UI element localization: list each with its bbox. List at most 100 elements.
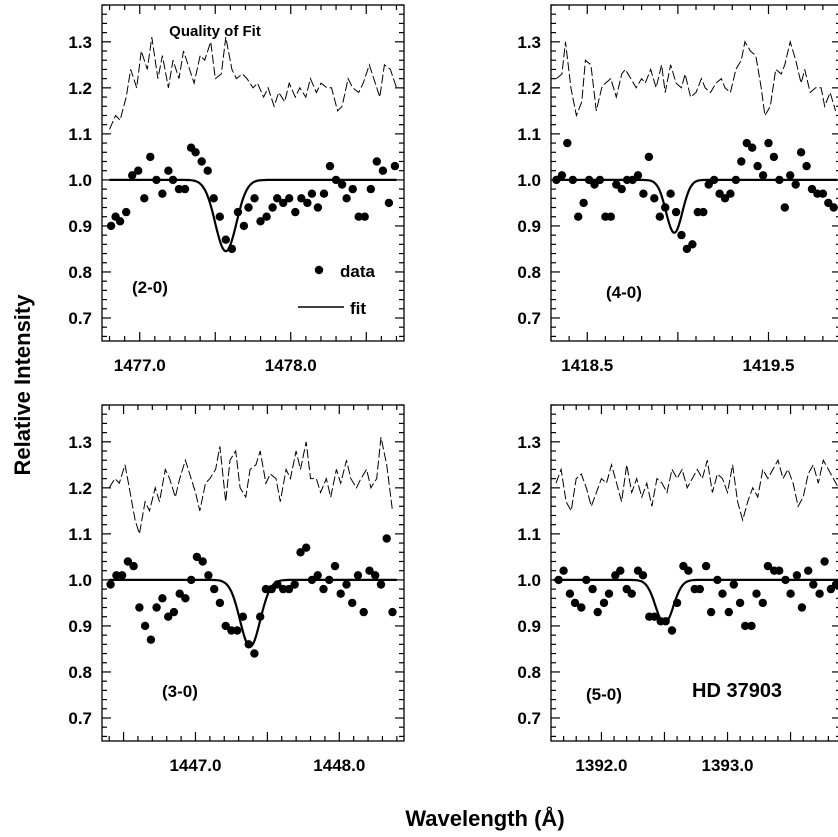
- data-point: [181, 594, 190, 603]
- data-point: [140, 621, 150, 631]
- data-point: [775, 566, 784, 575]
- data-point: [198, 557, 207, 566]
- data-point: [802, 161, 811, 171]
- data-point: [684, 566, 693, 575]
- data-point: [695, 584, 704, 594]
- data-point: [677, 230, 686, 240]
- data-point: [354, 212, 363, 221]
- data-point: [134, 166, 143, 175]
- data-point: [568, 175, 577, 185]
- plot-frame: [550, 404, 838, 742]
- data-point: [192, 552, 202, 562]
- data-point: [106, 221, 116, 231]
- data-point: [593, 607, 602, 617]
- data-point: [792, 571, 802, 580]
- data-point: [244, 203, 253, 212]
- data-point: [342, 580, 351, 589]
- data-point: [763, 561, 773, 571]
- data-point: [574, 212, 583, 221]
- data-point: [775, 175, 784, 185]
- data-point: [554, 575, 563, 585]
- data-point: [718, 589, 727, 598]
- data-point: [250, 194, 259, 203]
- quality-of-fit-line: [556, 39, 837, 118]
- data-point: [238, 612, 248, 621]
- x-axis-title: Wavelength (Å): [405, 805, 564, 831]
- data-point: [786, 171, 795, 180]
- panel-title: Quality of Fit: [169, 23, 261, 40]
- data-point: [233, 626, 242, 635]
- data-point: [650, 194, 659, 203]
- data-point: [724, 607, 733, 617]
- data-point: [577, 603, 586, 612]
- data-point: [388, 607, 397, 617]
- data-point: [791, 180, 800, 189]
- data-point: [809, 580, 818, 589]
- x-tick-label: 1419.5: [743, 356, 795, 375]
- data-point: [348, 598, 357, 608]
- data-point: [210, 584, 219, 594]
- x-tick-label: 1418.5: [561, 356, 613, 375]
- data-point: [604, 589, 614, 598]
- chart-panel-4: 0.7 0.8 0.9 1.0 1.1 1.2 1.3 1392.0 1393.0 (5-0) HD…: [517, 404, 838, 775]
- fit-line: [109, 578, 397, 648]
- y-tick-label: 1.0: [517, 571, 541, 590]
- x-tick-label: 1447.0: [169, 756, 221, 775]
- data-point: [215, 212, 224, 221]
- y-tick-label: 0.9: [517, 217, 541, 236]
- x-tick-label: 1393.0: [702, 756, 754, 775]
- data-point: [128, 171, 137, 180]
- star-annotation: HD 37903: [692, 680, 782, 702]
- y-tick-label: 0.7: [517, 709, 541, 728]
- y-tick-label: 1.2: [68, 79, 92, 98]
- data-point: [325, 575, 334, 585]
- data-point: [753, 161, 762, 171]
- data-point: [376, 580, 386, 589]
- data-point: [122, 207, 131, 217]
- legend: data fit: [298, 262, 376, 318]
- data-point: [713, 575, 722, 585]
- data-point: [599, 598, 609, 608]
- data-point: [227, 626, 236, 635]
- data-point: [261, 584, 271, 594]
- panel-label: (4-0): [606, 283, 642, 302]
- chart-panel-1: 0.7 0.8 0.9 1.0 1.1 1.2 1.3 1477.0 1478.0 (2-0) Qu…: [68, 4, 405, 375]
- x-tick-label: 1477.0: [114, 356, 166, 375]
- y-tick-label: 1.3: [68, 33, 92, 52]
- data-point: [570, 598, 580, 608]
- data-point: [365, 566, 374, 575]
- data-point: [256, 217, 265, 226]
- data-point: [291, 207, 300, 217]
- data-point: [313, 571, 322, 580]
- data-point: [204, 571, 213, 580]
- data-point: [638, 571, 648, 580]
- legend-label: fit: [350, 299, 366, 318]
- data-point: [748, 143, 757, 152]
- data-point: [829, 203, 838, 212]
- data-point: [284, 584, 294, 594]
- panel-label: (3-0): [162, 682, 198, 701]
- data-point: [682, 244, 692, 254]
- data-point: [336, 589, 345, 598]
- data-point: [701, 561, 711, 571]
- data-point: [342, 194, 351, 203]
- data-point: [382, 534, 391, 543]
- data-point: [348, 184, 357, 194]
- data-point: [180, 184, 190, 194]
- data-point: [709, 175, 719, 185]
- quality-of-fit-line: [108, 437, 393, 535]
- y-tick-label: 0.7: [68, 309, 92, 328]
- data-point: [633, 171, 643, 180]
- data-point: [146, 152, 155, 162]
- y-tick-label: 0.7: [68, 709, 92, 728]
- data-point: [135, 603, 144, 612]
- data-point: [735, 598, 745, 608]
- chart-panel-3: 0.7 0.8 0.9 1.0 1.1 1.2 1.3 1447.0 1448.0 (3-0): [68, 404, 405, 775]
- quality-of-fit-line: [109, 37, 397, 130]
- data-point: [617, 184, 626, 194]
- y-tick-label: 1.1: [517, 125, 541, 144]
- y-tick-label: 0.9: [517, 617, 541, 636]
- data-point: [267, 584, 276, 594]
- y-tick-label: 0.9: [68, 617, 92, 636]
